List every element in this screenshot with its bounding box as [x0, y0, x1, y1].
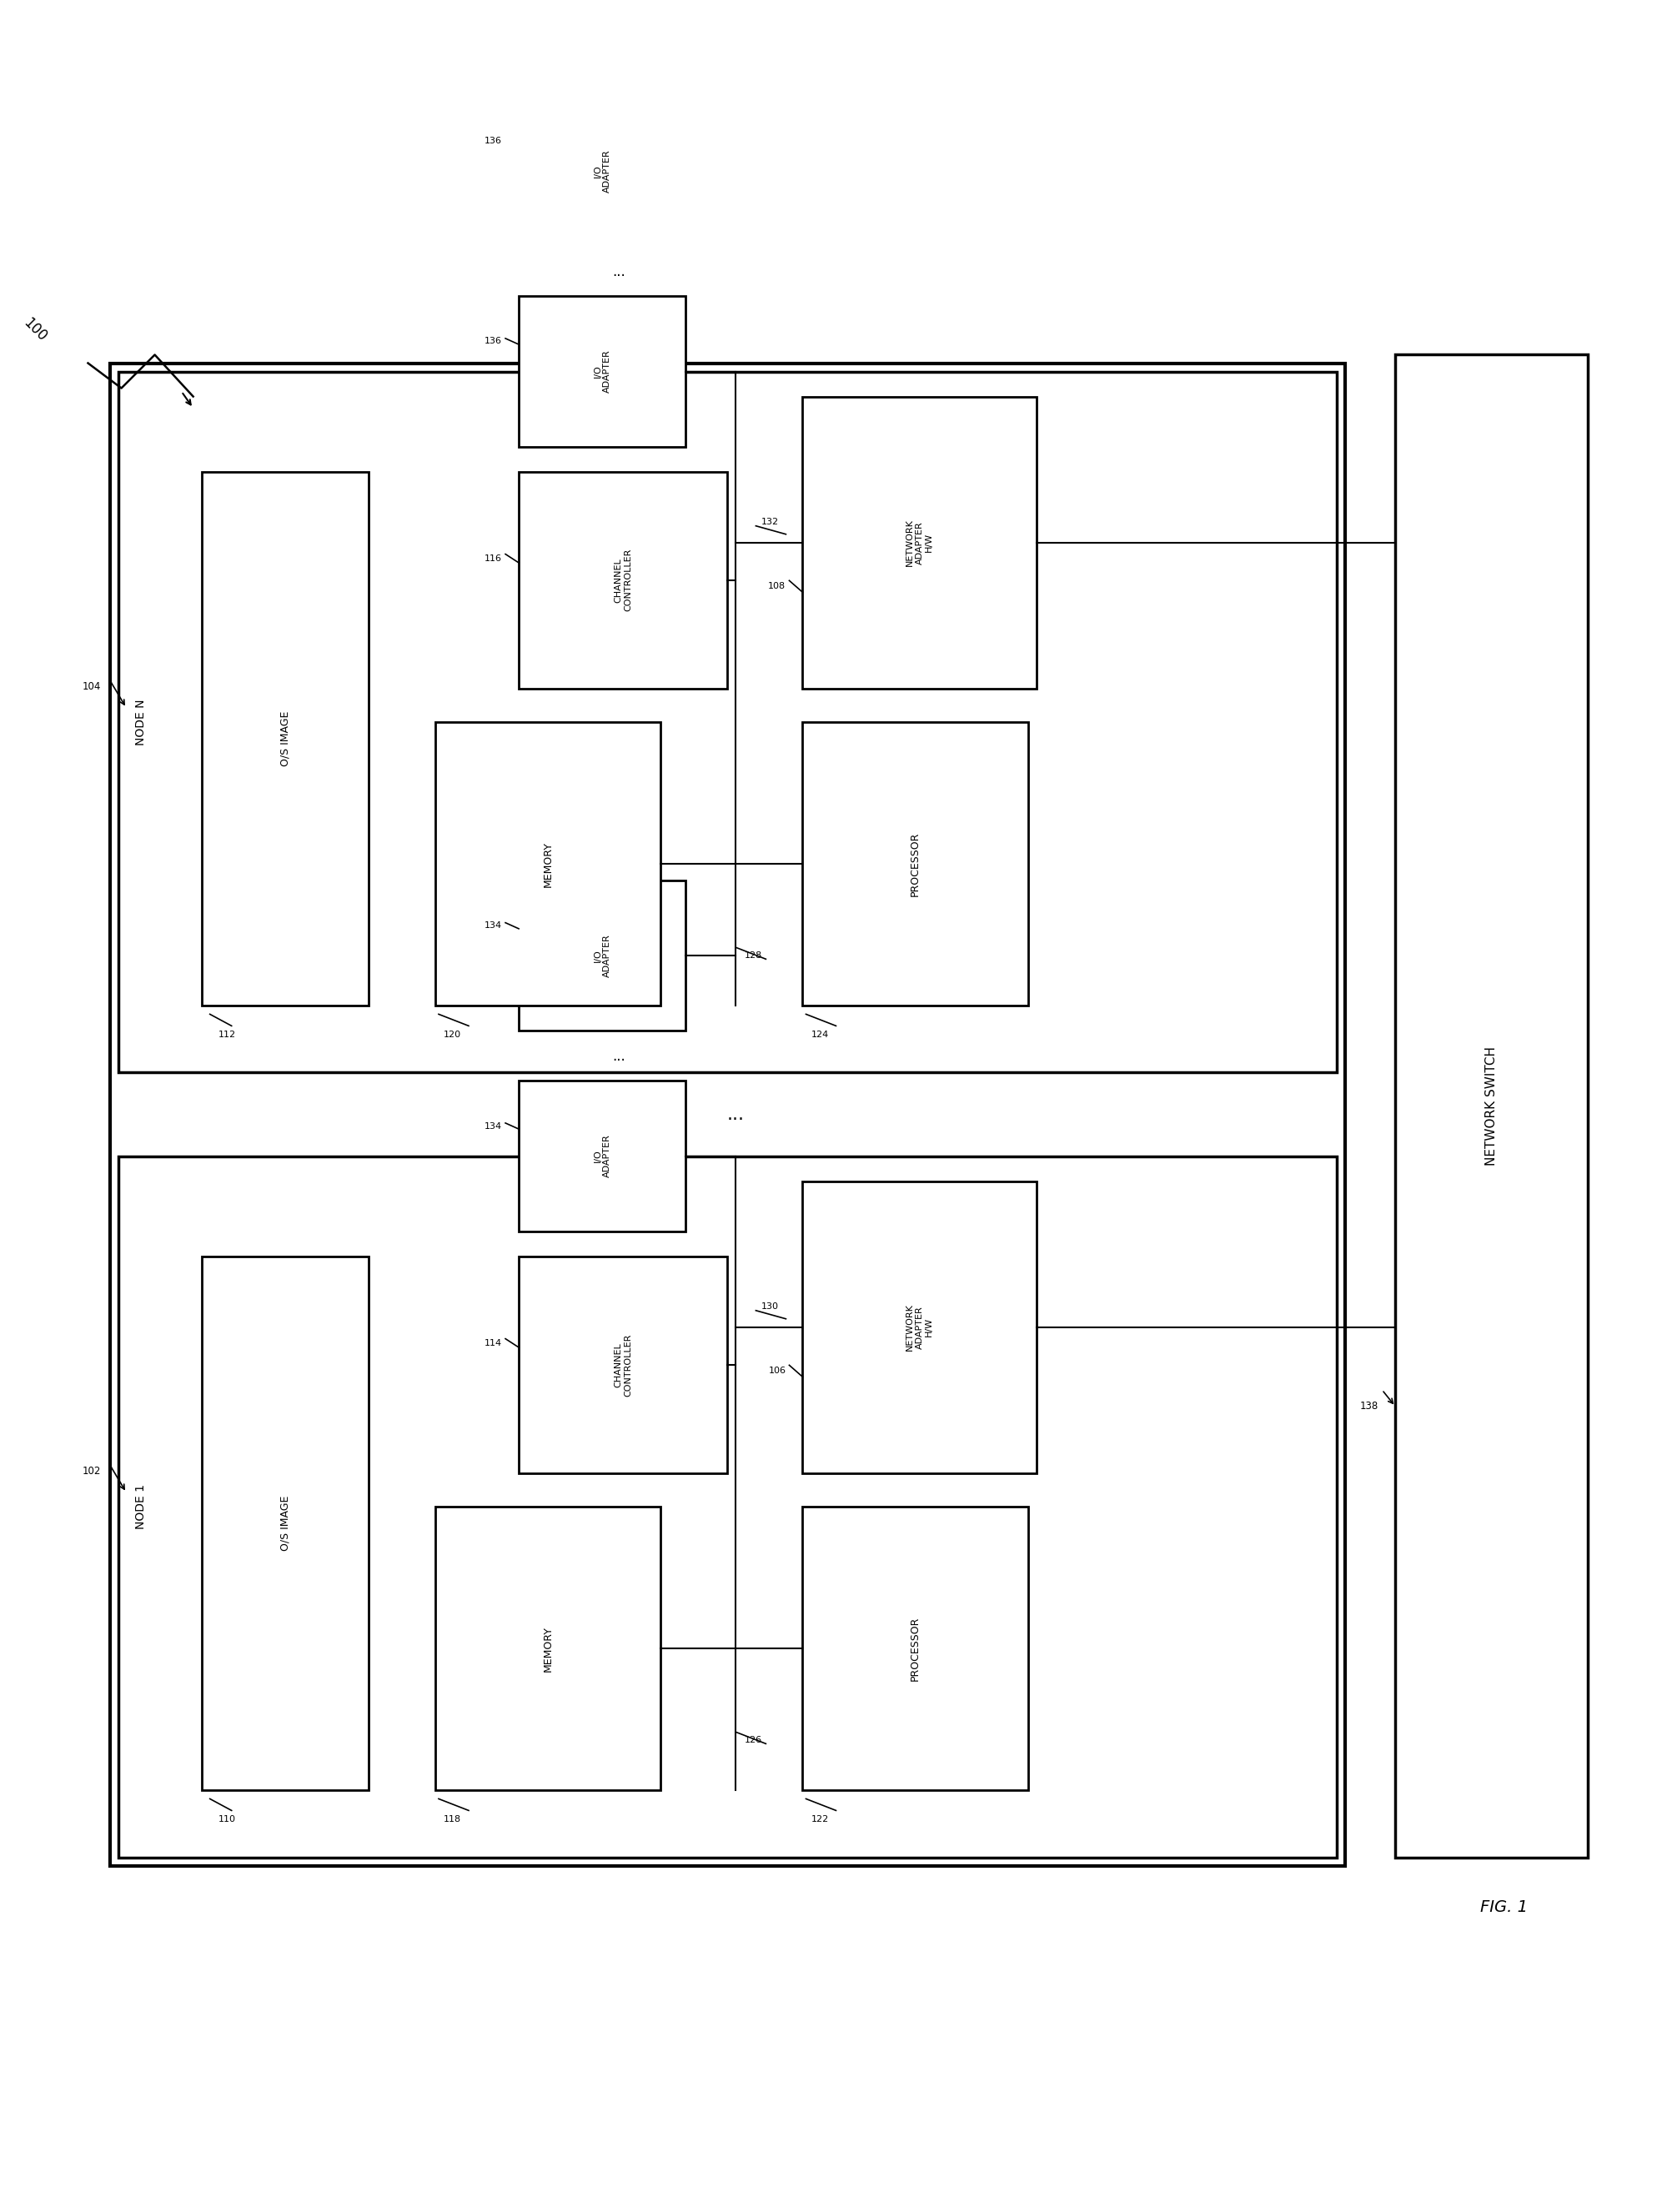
Text: NETWORK
ADAPTER
H/W: NETWORK ADAPTER H/W: [906, 1303, 933, 1352]
Text: 110: 110: [219, 1816, 236, 1825]
Text: 100: 100: [20, 314, 48, 345]
Text: MEMORY: MEMORY: [542, 1626, 553, 1672]
Text: CHANNEL
CONTROLLER: CHANNEL CONTROLLER: [614, 549, 632, 611]
FancyBboxPatch shape: [435, 1506, 660, 1790]
Text: 136: 136: [485, 137, 502, 146]
FancyBboxPatch shape: [803, 1181, 1037, 1473]
Text: PROCESSOR: PROCESSOR: [910, 832, 921, 896]
Text: 134: 134: [485, 922, 502, 929]
Text: 136: 136: [485, 336, 502, 345]
FancyBboxPatch shape: [518, 880, 686, 1031]
Text: NODE 1: NODE 1: [135, 1484, 147, 1528]
Text: ...: ...: [727, 1106, 744, 1124]
Text: 138: 138: [1359, 1400, 1379, 1411]
FancyBboxPatch shape: [518, 296, 686, 447]
FancyBboxPatch shape: [518, 95, 686, 246]
Text: 128: 128: [744, 951, 762, 960]
FancyBboxPatch shape: [803, 396, 1037, 688]
FancyBboxPatch shape: [1396, 354, 1587, 1858]
Text: 122: 122: [811, 1816, 829, 1825]
Text: 124: 124: [811, 1031, 829, 1040]
Text: FIG. 1: FIG. 1: [1480, 1900, 1528, 1916]
FancyBboxPatch shape: [119, 1157, 1338, 1858]
Text: I/O
ADAPTER: I/O ADAPTER: [594, 349, 612, 394]
Text: 108: 108: [769, 582, 786, 591]
Text: PROCESSOR: PROCESSOR: [910, 1617, 921, 1681]
Text: O/S IMAGE: O/S IMAGE: [279, 1495, 291, 1551]
FancyBboxPatch shape: [803, 1506, 1028, 1790]
Text: 106: 106: [769, 1367, 786, 1376]
FancyBboxPatch shape: [202, 471, 368, 1006]
Text: NETWORK SWITCH: NETWORK SWITCH: [1485, 1046, 1498, 1166]
Text: 112: 112: [219, 1031, 236, 1040]
Text: 118: 118: [443, 1816, 461, 1825]
Text: MEMORY: MEMORY: [542, 841, 553, 887]
Text: I/O
ADAPTER: I/O ADAPTER: [594, 1135, 612, 1177]
Text: 114: 114: [485, 1338, 502, 1347]
Text: 130: 130: [761, 1303, 779, 1310]
Text: 116: 116: [485, 555, 502, 562]
Text: 102: 102: [82, 1467, 102, 1478]
FancyBboxPatch shape: [518, 1256, 727, 1473]
Text: 126: 126: [744, 1736, 762, 1745]
FancyBboxPatch shape: [110, 363, 1346, 1865]
Text: O/S IMAGE: O/S IMAGE: [279, 710, 291, 765]
FancyBboxPatch shape: [119, 372, 1338, 1073]
Text: I/O
ADAPTER: I/O ADAPTER: [594, 933, 612, 978]
Text: CHANNEL
CONTROLLER: CHANNEL CONTROLLER: [614, 1334, 632, 1396]
Text: ...: ...: [612, 265, 625, 279]
Text: I/O
ADAPTER: I/O ADAPTER: [594, 150, 612, 192]
Text: 134: 134: [485, 1121, 502, 1130]
Text: 120: 120: [443, 1031, 461, 1040]
Text: 104: 104: [82, 681, 102, 692]
Text: 132: 132: [761, 518, 779, 526]
Text: NETWORK
ADAPTER
H/W: NETWORK ADAPTER H/W: [906, 520, 933, 566]
FancyBboxPatch shape: [202, 1256, 368, 1790]
Text: ...: ...: [612, 1048, 625, 1064]
FancyBboxPatch shape: [803, 721, 1028, 1006]
FancyBboxPatch shape: [518, 471, 727, 688]
Text: NODE N: NODE N: [135, 699, 147, 745]
FancyBboxPatch shape: [435, 721, 660, 1006]
FancyBboxPatch shape: [518, 1082, 686, 1232]
